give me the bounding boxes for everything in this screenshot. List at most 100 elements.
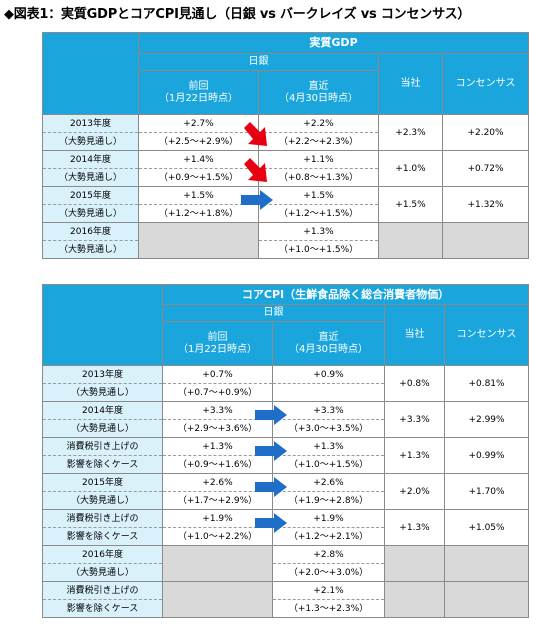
row-label-line1: 消費税引き上げの [42,509,163,528]
table-row: 2014年度 +3.3% +3.3% +3.3% +2.99% [42,401,530,438]
latest-value: +2.2% [258,114,379,133]
table-row: 影響を除くケース （+1.3〜+2.3%） [42,599,529,618]
latest-header: 直近 （4月30日時点） [258,70,379,115]
prev-empty-cell [162,545,273,582]
latest-value: +3.3% [272,401,385,420]
table-row: 2016年度 +1.3% [42,222,530,259]
right-arrow-icon [241,190,273,210]
cpi-body: 2013年度 +0.7% +0.9% +0.8% +0.81% （大勢見通し） （+0.7〜… [42,365,530,618]
table-row: （大勢見通し） （+2.5〜+2.9%） （+2.2〜+2.3%） [42,132,529,151]
row-label-line2: 影響を除くケース [42,599,163,618]
latest-range: （+0.8〜+1.3%） [258,168,379,187]
row-label-line1: 2015年度 [42,473,163,492]
down-arrow-icon [244,158,267,182]
ours-value: +1.3% [384,509,445,546]
corner-cell [42,284,163,366]
table-row: 消費税引き上げの +1.3% +1.3% +1.3% +0.99% [42,437,530,474]
latest-value: +1.9% [272,509,385,528]
latest-range: （+1.2〜+2.1%） [272,527,385,546]
consensus-value: +0.99% [443,437,530,474]
prev-date: （1月22日時点） [158,92,239,104]
latest-label: 直近 [318,331,339,343]
latest-value: +2.6% [272,473,385,492]
boj-header: 日銀 [138,53,379,71]
latest-label: 直近 [308,80,329,92]
latest-value: +1.3% [272,437,385,456]
row-label-line2: （大勢見通し） [42,419,163,438]
latest-range: （+2.0〜+3.0%） [272,563,385,582]
latest-date: （4月30日時点） [278,92,359,104]
latest-range: （+1.0〜+1.5%） [258,240,379,259]
table-row: 2013年度 +2.7% +2.2% +2.3% +2.20% [42,114,530,151]
consensus-value: +0.72% [441,150,530,187]
latest-header: 直近 （4月30日時点） [272,321,385,366]
ours-value: +1.0% [378,150,443,187]
table-row: 2014年度 +1.4% +1.1% +1.0% +0.72% [42,150,530,187]
gdp-header: 実質GDP [137,32,530,54]
ours-header: 当社 [384,304,445,366]
prev-label: 前回 [207,331,228,343]
latest-value: +1.1% [258,150,379,169]
prev-value: +1.3% [162,437,287,461]
table-row: 影響を除くケース （+0.9〜+1.6%） （+1.0〜+1.5%） [42,455,529,474]
corner-cell [42,32,139,115]
cpi-header: コアCPI（生鮮食品除く総合消費者物価） [161,284,530,305]
down-arrow-icon [244,122,267,146]
prev-value: +1.9% [162,509,287,533]
prev-value: +2.6% [162,473,287,497]
table-row: （大勢見通し） （+1.2〜+1.8%） （+1.2〜+1.5%） [42,204,529,223]
latest-range: （+1.0〜+1.5%） [272,455,385,474]
boj-header: 日銀 [162,304,385,322]
prev-value: +0.7% [162,365,273,384]
row-label-line2: （大勢見通し） [42,563,163,582]
row-label-line2: （大勢見通し） [42,168,139,187]
table-row: 2013年度 +0.7% +0.9% +0.8% +0.81% [42,365,530,402]
cpi-table: コアCPI（生鮮食品除く総合消費者物価） 日銀 当社 コンセンサス 前回 （1月… [42,284,530,618]
row-label-line1: 消費税引き上げの [42,581,163,600]
consensus-value: +2.20% [441,114,530,151]
latest-range [272,383,385,402]
consensus-value: +0.81% [443,365,530,402]
latest-range: （+1.2〜+1.5%） [258,204,379,223]
gdp-body: 2013年度 +2.7% +2.2% +2.3% +2.20% （大勢見通し） （+2.5〜… [42,114,530,259]
right-arrow-icon [255,513,287,533]
ours-value: +0.8% [384,365,445,402]
latest-range: （+3.0〜+3.5%） [272,419,385,438]
consensus-value: +1.32% [441,186,530,223]
consensus-value: +1.05% [443,509,530,546]
table-row: （大勢見通し） （+0.7〜+0.9%） [42,383,529,402]
ours-value: +1.5% [378,186,443,223]
ours-header: 当社 [378,53,443,115]
table-row: 2015年度 +1.5% +1.5% +1.5% +1.32% [42,186,530,223]
prev-label: 前回 [188,80,209,92]
right-arrow-icon [255,405,287,425]
consensus-value [441,222,530,259]
ours-value [384,581,445,618]
row-label-line2: （大勢見通し） [42,132,139,151]
ours-value: +2.0% [384,473,445,510]
latest-range: （+2.2〜+2.3%） [258,132,379,151]
row-label-line1: 2013年度 [42,114,139,133]
latest-value: +2.1% [272,581,385,600]
prev-empty-cell [162,581,273,618]
consensus-header: コンセンサス [441,53,530,115]
prev-header: 前回 （1月22日時点） [138,70,259,115]
row-label-line2: 影響を除くケース [42,455,163,474]
table-row: （大勢見通し） （+1.7〜+2.9%） （+1.9〜+2.8%） [42,491,529,510]
row-label-line1: 消費税引き上げの [42,437,163,456]
consensus-value: +2.99% [443,401,530,438]
row-label-line1: 2014年度 [42,150,139,169]
consensus-value [443,581,530,618]
prev-header: 前回 （1月22日時点） [162,321,273,366]
prev-value: +1.5% [138,186,273,210]
table-row: 2016年度 +2.8% [42,545,530,582]
row-label-line1: 2013年度 [42,365,163,384]
consensus-value [443,545,530,582]
table-row: 2015年度 +2.6% +2.6% +2.0% +1.70% [42,473,530,510]
prev-range: （+0.9〜+1.5%） [138,168,259,187]
latest-range: （+1.3〜+2.3%） [272,599,385,618]
table-row: （大勢見通し） （+1.0〜+1.5%） [42,240,529,259]
row-label-line2: （大勢見通し） [42,240,139,259]
prev-date: （1月22日時点） [177,343,258,355]
row-label-line2: （大勢見通し） [42,383,163,402]
